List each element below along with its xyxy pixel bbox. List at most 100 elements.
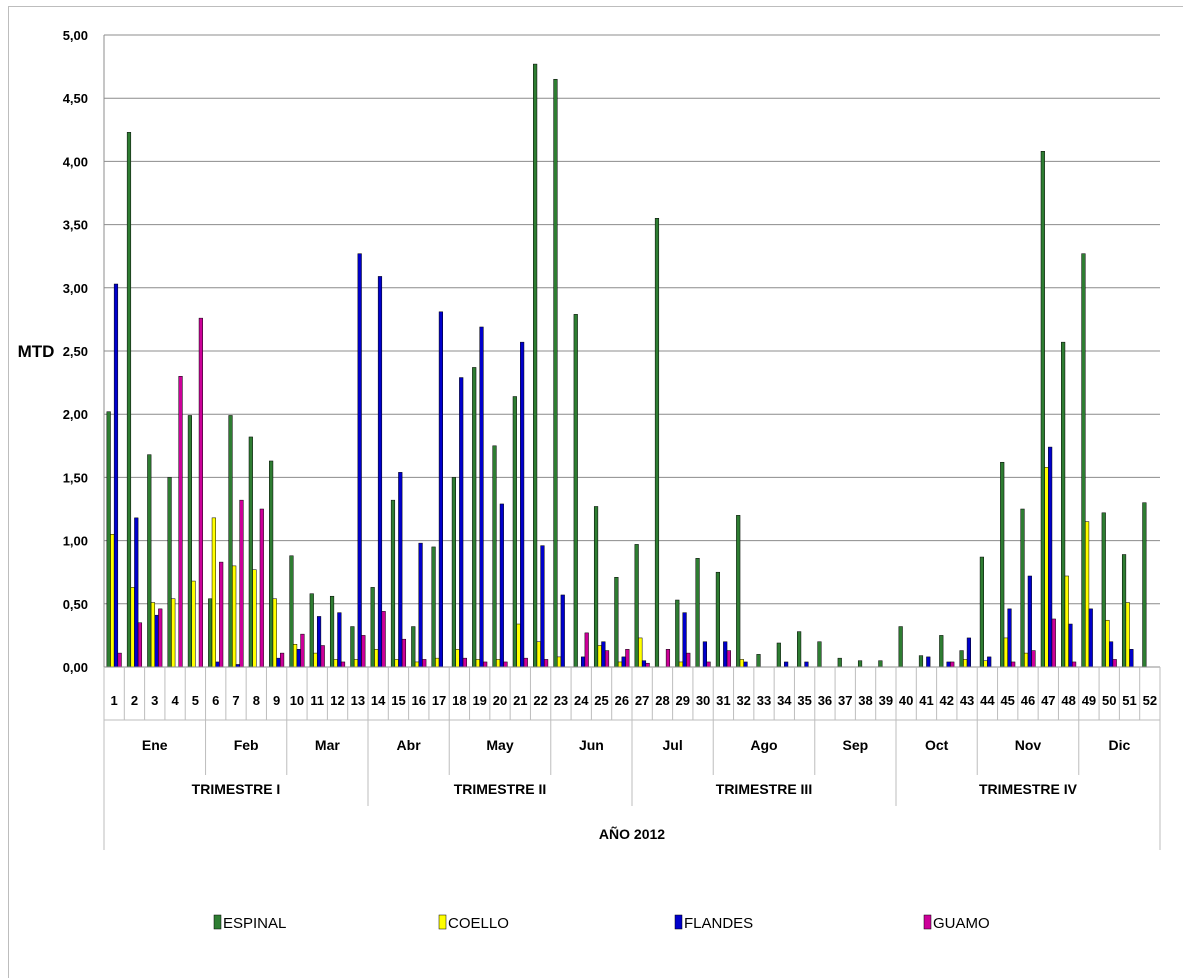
bar-coello <box>1125 602 1130 668</box>
bar-guamo <box>280 652 285 668</box>
bar-flandes <box>1088 608 1093 668</box>
bar-espinal <box>431 546 436 668</box>
bar-guamo <box>584 632 589 668</box>
bar-coello <box>272 598 277 668</box>
bar-espinal <box>756 654 761 668</box>
week-label: 48 <box>1061 693 1075 708</box>
bar-guamo <box>503 661 508 668</box>
bar-guamo <box>483 661 488 668</box>
week-label: 18 <box>452 693 466 708</box>
bar-espinal <box>573 314 578 668</box>
bar-espinal <box>634 544 639 668</box>
bar-espinal <box>1000 461 1005 668</box>
month-label: Mar <box>315 737 340 753</box>
bar-espinal <box>167 477 172 668</box>
bar-guamo <box>1112 659 1117 668</box>
y-tick-label: 1,00 <box>63 534 88 549</box>
month-label: Nov <box>1015 737 1042 753</box>
week-label: 3 <box>151 693 158 708</box>
bar-coello <box>739 659 744 668</box>
bar-espinal <box>411 626 416 668</box>
bar-flandes <box>316 616 322 668</box>
bar-guamo <box>1011 661 1016 668</box>
week-label: 9 <box>273 693 280 708</box>
bar-espinal <box>654 218 660 668</box>
bar-guamo <box>320 645 325 668</box>
bar-guamo <box>950 661 955 668</box>
bar-coello <box>638 637 643 668</box>
week-label: 49 <box>1082 693 1096 708</box>
y-tick-label: 2,00 <box>63 407 88 422</box>
week-label: 50 <box>1102 693 1116 708</box>
bar-flandes <box>743 661 748 668</box>
bar-coello <box>293 643 298 668</box>
bar-coello <box>313 652 318 668</box>
quarter-label: TRIMESTRE IV <box>979 781 1078 797</box>
bar-espinal <box>512 396 517 668</box>
bar-coello <box>211 517 216 668</box>
bar-coello <box>191 580 196 668</box>
week-label: 6 <box>212 693 219 708</box>
bar-espinal <box>126 132 132 668</box>
bar-flandes <box>398 472 403 668</box>
bar-flandes <box>459 377 464 668</box>
bar-espinal <box>736 515 741 668</box>
bar-espinal <box>1061 341 1066 668</box>
bar-guamo <box>645 662 650 668</box>
bar-espinal <box>492 445 497 668</box>
bar-flandes <box>499 503 504 668</box>
bar-coello <box>983 660 988 668</box>
month-label: Jun <box>579 737 604 753</box>
bar-guamo <box>544 659 549 668</box>
bar-guamo <box>462 657 467 668</box>
bar-espinal <box>248 436 253 668</box>
bar-espinal <box>329 595 335 668</box>
grid-lines <box>103 34 1160 668</box>
bar-espinal <box>289 555 294 668</box>
week-label: 51 <box>1122 693 1136 708</box>
bar-espinal <box>959 650 964 668</box>
bar-coello <box>1044 467 1049 668</box>
bar-flandes <box>520 341 525 668</box>
bar-espinal <box>837 657 842 668</box>
week-label: 31 <box>716 693 730 708</box>
bar-flandes <box>723 641 728 668</box>
week-label: 46 <box>1021 693 1035 708</box>
bar-espinal <box>350 626 355 668</box>
week-label: 7 <box>232 693 239 708</box>
bar-flandes <box>215 661 220 668</box>
bar-coello <box>475 659 480 668</box>
bar-coello <box>1024 652 1029 668</box>
y-tick-label: 3,00 <box>63 281 88 296</box>
bar-espinal <box>472 367 477 668</box>
bar-espinal <box>1020 508 1025 668</box>
bar-flandes <box>418 542 423 668</box>
bar-espinal <box>979 556 984 668</box>
bar-coello <box>557 656 562 668</box>
bar-espinal <box>228 415 233 668</box>
month-label: Dic <box>1108 737 1130 753</box>
bar-guamo <box>1072 661 1077 668</box>
x-axis: 1 2 3 4 5 6 7 8 9 10 11 12 13 14 15 16 17 18 19 20 21 22 23 24 2… <box>103 666 1161 850</box>
legend-flandes-label: FLANDES <box>684 915 753 932</box>
bar-flandes <box>926 656 931 668</box>
week-label: 39 <box>879 693 893 708</box>
bar-coello <box>1105 619 1110 668</box>
bar-espinal <box>451 477 456 668</box>
week-label: 35 <box>797 693 811 708</box>
bar-coello <box>617 661 623 668</box>
bar-espinal <box>817 641 822 668</box>
bar-espinal <box>939 635 944 668</box>
bar-coello <box>333 659 338 668</box>
bar-guamo <box>219 561 224 668</box>
week-label: 4 <box>171 693 179 708</box>
bar-flandes <box>134 517 139 668</box>
legend-guamo-label: GUAMO <box>933 915 990 932</box>
bar-guamo <box>665 649 671 668</box>
bar-flandes <box>784 661 789 668</box>
bar-espinal <box>918 655 924 668</box>
bar-espinal <box>309 593 314 668</box>
bar-flandes <box>1068 623 1073 668</box>
quarter-label: TRIMESTRE I <box>192 781 281 797</box>
